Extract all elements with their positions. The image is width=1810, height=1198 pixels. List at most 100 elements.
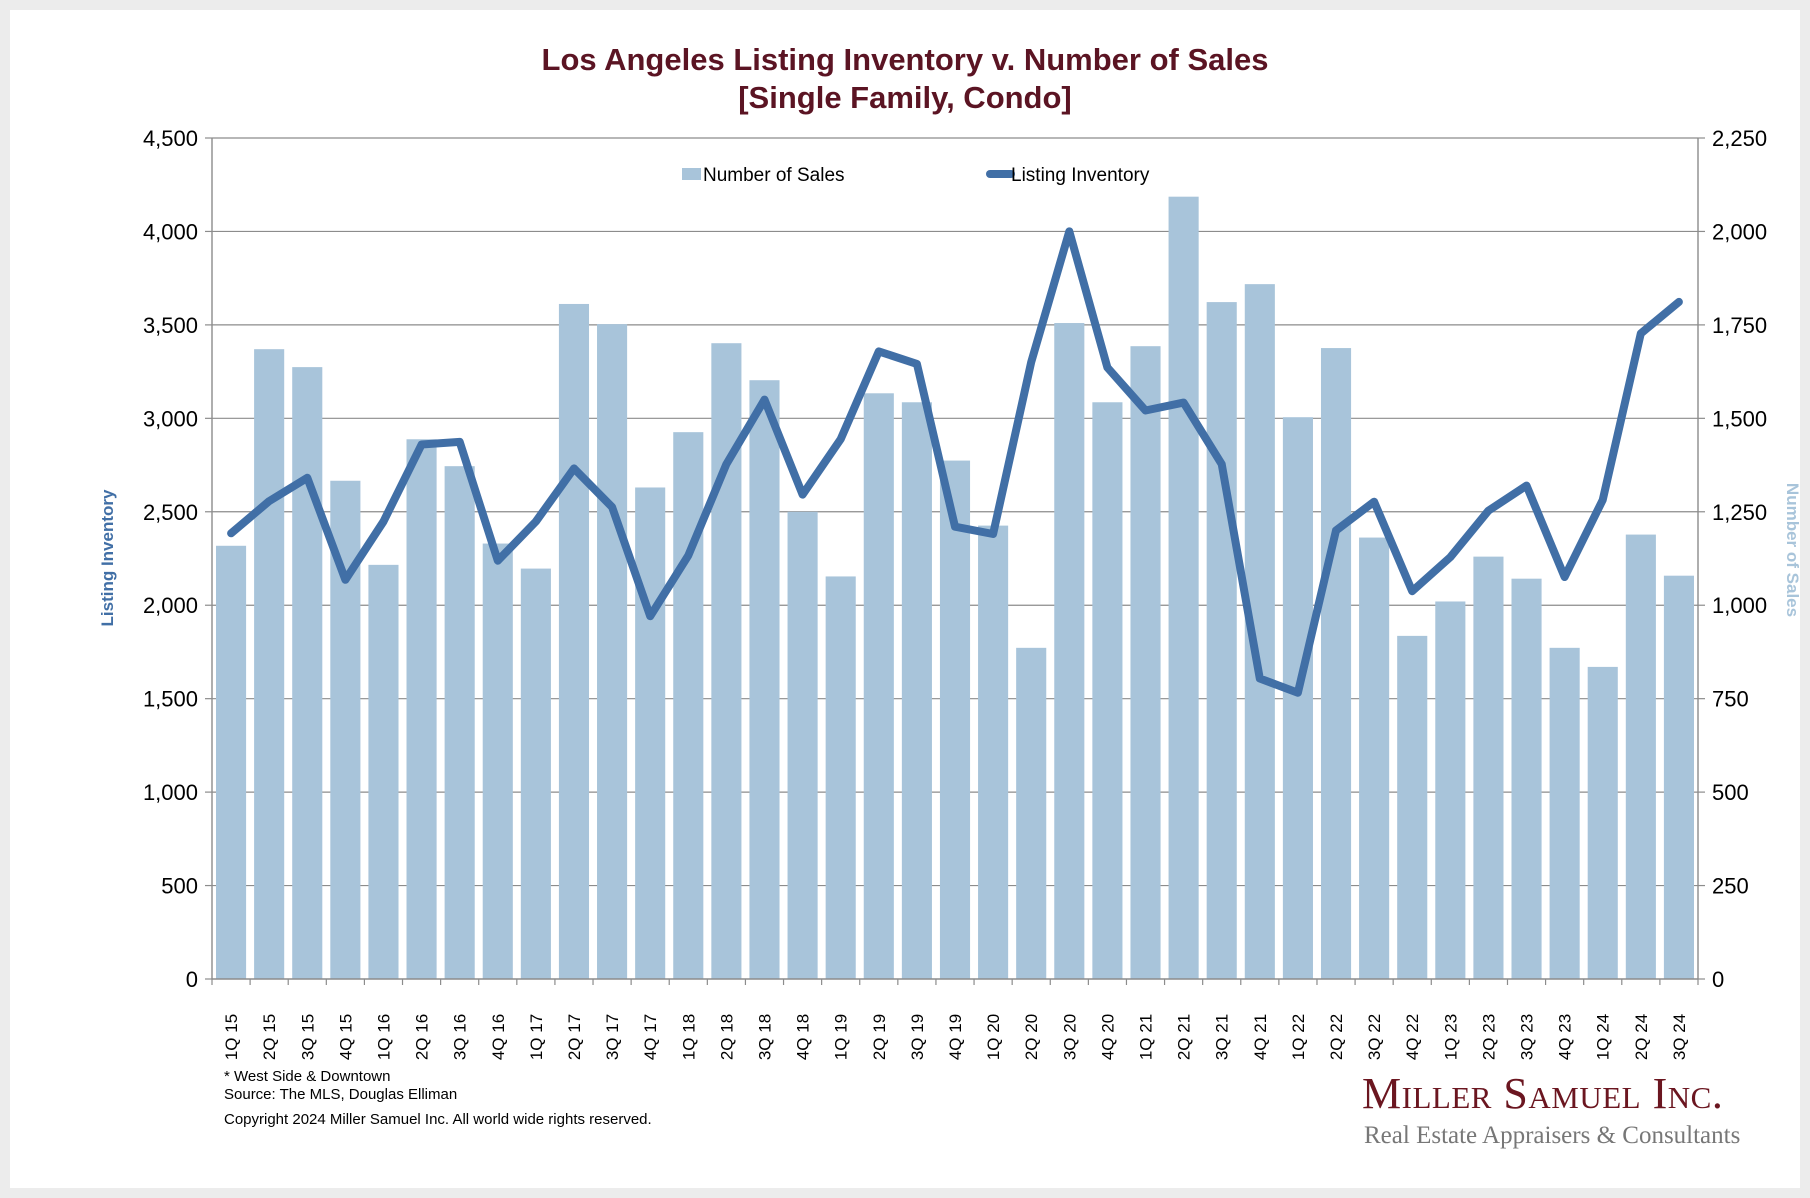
bar-number-of-sales [825, 576, 856, 979]
x-tick-label: 3Q 20 [1060, 1014, 1079, 1060]
y-tick-label-left: 2,000 [143, 593, 198, 618]
x-tick-label: 1Q 22 [1289, 1014, 1308, 1060]
chart-subtitle: [Single Family, Condo] [738, 80, 1072, 115]
bar-number-of-sales [1549, 647, 1580, 979]
bar-number-of-sales [1397, 635, 1428, 979]
bar-number-of-sales [1359, 537, 1390, 979]
bar-number-of-sales [292, 367, 323, 980]
x-tick-label: 1Q 20 [984, 1014, 1003, 1060]
legend: Number of Sales Listing Inventory [682, 165, 1150, 186]
bar-number-of-sales [1587, 666, 1618, 979]
x-tick-label: 4Q 20 [1098, 1014, 1117, 1060]
y-tick-label-right: 1,500 [1712, 406, 1767, 431]
bar-number-of-sales [863, 393, 894, 979]
bar-number-of-sales [901, 402, 932, 980]
y-tick-label-left: 3,500 [143, 313, 198, 338]
y-tick-label-right: 2,250 [1712, 126, 1767, 151]
y-tick-label-right: 1,000 [1712, 593, 1767, 618]
bar-number-of-sales [787, 511, 818, 979]
y-tick-label-right: 500 [1712, 780, 1749, 805]
axis-labels: 0 0 500 250 1,000 500 1,500 750 2,000 1,000 2,500 1… [143, 126, 1767, 1060]
bar-number-of-sales [1663, 575, 1694, 979]
x-tick-label: 2Q 17 [565, 1014, 584, 1060]
x-tick-label: 1Q 24 [1594, 1014, 1613, 1060]
x-tick-label: 2Q 24 [1632, 1014, 1651, 1060]
bar-number-of-sales [1435, 601, 1466, 979]
y-tick-label-right: 2,000 [1712, 219, 1767, 244]
x-tick-label: 2Q 19 [870, 1014, 889, 1060]
y-tick-label-left: 0 [186, 967, 198, 992]
legend-swatch-number-of-sales [682, 168, 701, 180]
bar-number-of-sales [1168, 196, 1199, 979]
bar-number-of-sales [1282, 417, 1313, 979]
footnote-copyright: Copyright 2024 Miller Samuel Inc. All wo… [224, 1111, 652, 1128]
x-tick-label: 1Q 23 [1441, 1014, 1460, 1060]
company-tagline: Real Estate Appraisers & Consultants [1364, 1122, 1741, 1149]
y-tick-label-right: 1,750 [1712, 313, 1767, 338]
x-tick-label: 4Q 17 [641, 1014, 660, 1060]
x-tick-label: 1Q 16 [374, 1014, 393, 1060]
x-tick-label: 3Q 16 [451, 1014, 470, 1060]
bar-number-of-sales [673, 432, 704, 980]
y-tick-label-left: 4,500 [143, 126, 198, 151]
bar-number-of-sales [1625, 534, 1656, 979]
chart-title: Los Angeles Listing Inventory v. Number … [541, 42, 1269, 77]
x-tick-label: 4Q 19 [946, 1014, 965, 1060]
x-tick-label: 4Q 23 [1556, 1014, 1575, 1060]
x-tick-label: 2Q 22 [1327, 1014, 1346, 1060]
x-tick-label: 1Q 21 [1137, 1014, 1156, 1060]
bar-number-of-sales [520, 568, 551, 979]
bar-number-of-sales [1054, 323, 1085, 979]
y-tick-label-left: 500 [161, 874, 198, 899]
y-tick-label-right: 0 [1712, 967, 1724, 992]
line-listing-inventory [227, 227, 1683, 697]
x-tick-label: 3Q 21 [1213, 1014, 1232, 1060]
y-tick-label-right: 250 [1712, 874, 1749, 899]
bar-number-of-sales [368, 564, 399, 979]
footnote-region: * West Side & Downtown [224, 1068, 391, 1085]
bars-number-of-sales [216, 196, 1694, 980]
x-tick-label: 1Q 19 [832, 1014, 851, 1060]
bar-number-of-sales [1092, 402, 1123, 980]
bar-number-of-sales [1473, 556, 1504, 979]
y-tick-label-left: 1,500 [143, 687, 198, 712]
x-tick-label: 3Q 22 [1365, 1014, 1384, 1060]
x-tick-label: 1Q 15 [222, 1014, 241, 1060]
bar-number-of-sales [749, 380, 780, 979]
x-tick-label: 2Q 23 [1479, 1014, 1498, 1060]
x-tick-label: 1Q 18 [679, 1014, 698, 1060]
bar-number-of-sales [482, 543, 513, 979]
axes [205, 137, 1705, 985]
bar-number-of-sales [978, 525, 1009, 979]
legend-label-listing-inventory: Listing Inventory [1011, 165, 1150, 186]
bar-number-of-sales [216, 545, 247, 979]
bar-number-of-sales [254, 349, 285, 979]
x-tick-label: 2Q 16 [413, 1014, 432, 1060]
x-tick-label: 3Q 15 [298, 1014, 317, 1060]
y-tick-label-left: 2,500 [143, 500, 198, 525]
x-tick-label: 1Q 17 [527, 1014, 546, 1060]
x-tick-label: 4Q 15 [336, 1014, 355, 1060]
x-tick-label: 2Q 21 [1175, 1014, 1194, 1060]
bar-number-of-sales [597, 324, 628, 979]
y-tick-label-left: 1,000 [143, 780, 198, 805]
bar-number-of-sales [1320, 348, 1352, 979]
x-tick-label: 3Q 18 [755, 1014, 774, 1060]
x-tick-label: 2Q 15 [260, 1014, 279, 1060]
x-tick-label: 4Q 16 [489, 1014, 508, 1060]
x-tick-label: 3Q 19 [908, 1014, 927, 1060]
bar-number-of-sales [1016, 647, 1047, 979]
y-tick-label-left: 4,000 [143, 219, 198, 244]
bar-number-of-sales [1130, 346, 1161, 979]
x-tick-label: 3Q 23 [1518, 1014, 1537, 1060]
bar-number-of-sales [635, 487, 666, 979]
x-tick-label: 2Q 20 [1022, 1014, 1041, 1060]
y-axis-title-right: Number of Sales [1783, 483, 1802, 617]
bar-number-of-sales [1511, 578, 1542, 979]
bar-number-of-sales [939, 460, 971, 980]
x-tick-label: 4Q 18 [794, 1014, 813, 1060]
x-tick-label: 4Q 21 [1251, 1014, 1270, 1060]
x-tick-label: 3Q 24 [1670, 1014, 1689, 1060]
y-tick-label-right: 750 [1712, 687, 1749, 712]
